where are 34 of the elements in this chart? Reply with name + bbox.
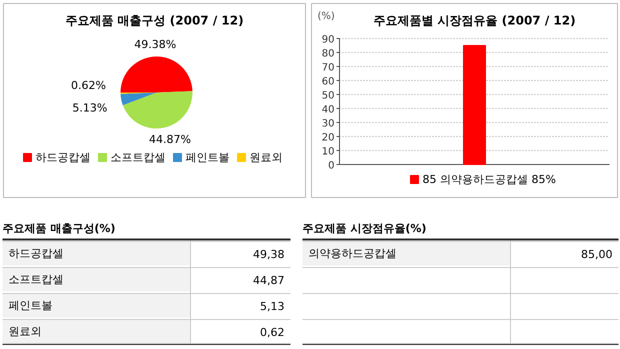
text: 85,00 — [581, 248, 613, 261]
y-tick-label: 30 — [322, 118, 335, 130]
y-tick-label: 60 — [322, 76, 335, 88]
data-label: 0.62% — [71, 78, 106, 92]
text: 44,87 — [253, 274, 285, 287]
y-tick-label: 0 — [328, 160, 335, 172]
text: 의약용하드공캅셀 — [308, 247, 396, 260]
data-label: 5.13% — [72, 102, 108, 115]
text: 소프트캅셀 — [8, 273, 64, 286]
text: 하드공캅셀 — [8, 247, 64, 260]
y-tick-label: 80 — [322, 48, 335, 60]
chart-title: 주요제품 매출구성 (2007 / 12) — [65, 14, 244, 28]
y-tick-label: 50 — [322, 90, 335, 102]
legend-label: 페인트볼 — [186, 151, 230, 164]
y-tick-label: 40 — [322, 104, 335, 116]
legend-label: 85 의약용하드공캅셀 85% — [422, 173, 556, 186]
text: 페인트볼 — [8, 299, 52, 312]
text: 0,62 — [260, 326, 285, 339]
data-label: 49.38% — [134, 38, 176, 52]
legend-label: 소프트캅셀 — [110, 151, 166, 164]
y-tick-label: 10 — [322, 146, 335, 158]
y-axis-title: (%) — [318, 11, 335, 22]
y-tick-label: 70 — [322, 62, 335, 74]
chart-title: 주요제품별 시장점유율 (2007 / 12) — [373, 14, 576, 28]
text: 주요제품 시장점유율(%) — [302, 222, 426, 235]
text: 5,13 — [260, 300, 285, 313]
data-label: 44.87% — [149, 133, 191, 146]
legend-label: 하드공캅셀 — [36, 151, 90, 164]
text: 주요제품 매출구성(%) — [2, 222, 116, 235]
text: 원료외 — [8, 325, 42, 338]
y-tick-label: 20 — [322, 132, 335, 144]
y-tick-label: 90 — [322, 34, 335, 46]
legend-label: 원료외 — [250, 151, 282, 164]
text: 49,38 — [253, 248, 285, 261]
